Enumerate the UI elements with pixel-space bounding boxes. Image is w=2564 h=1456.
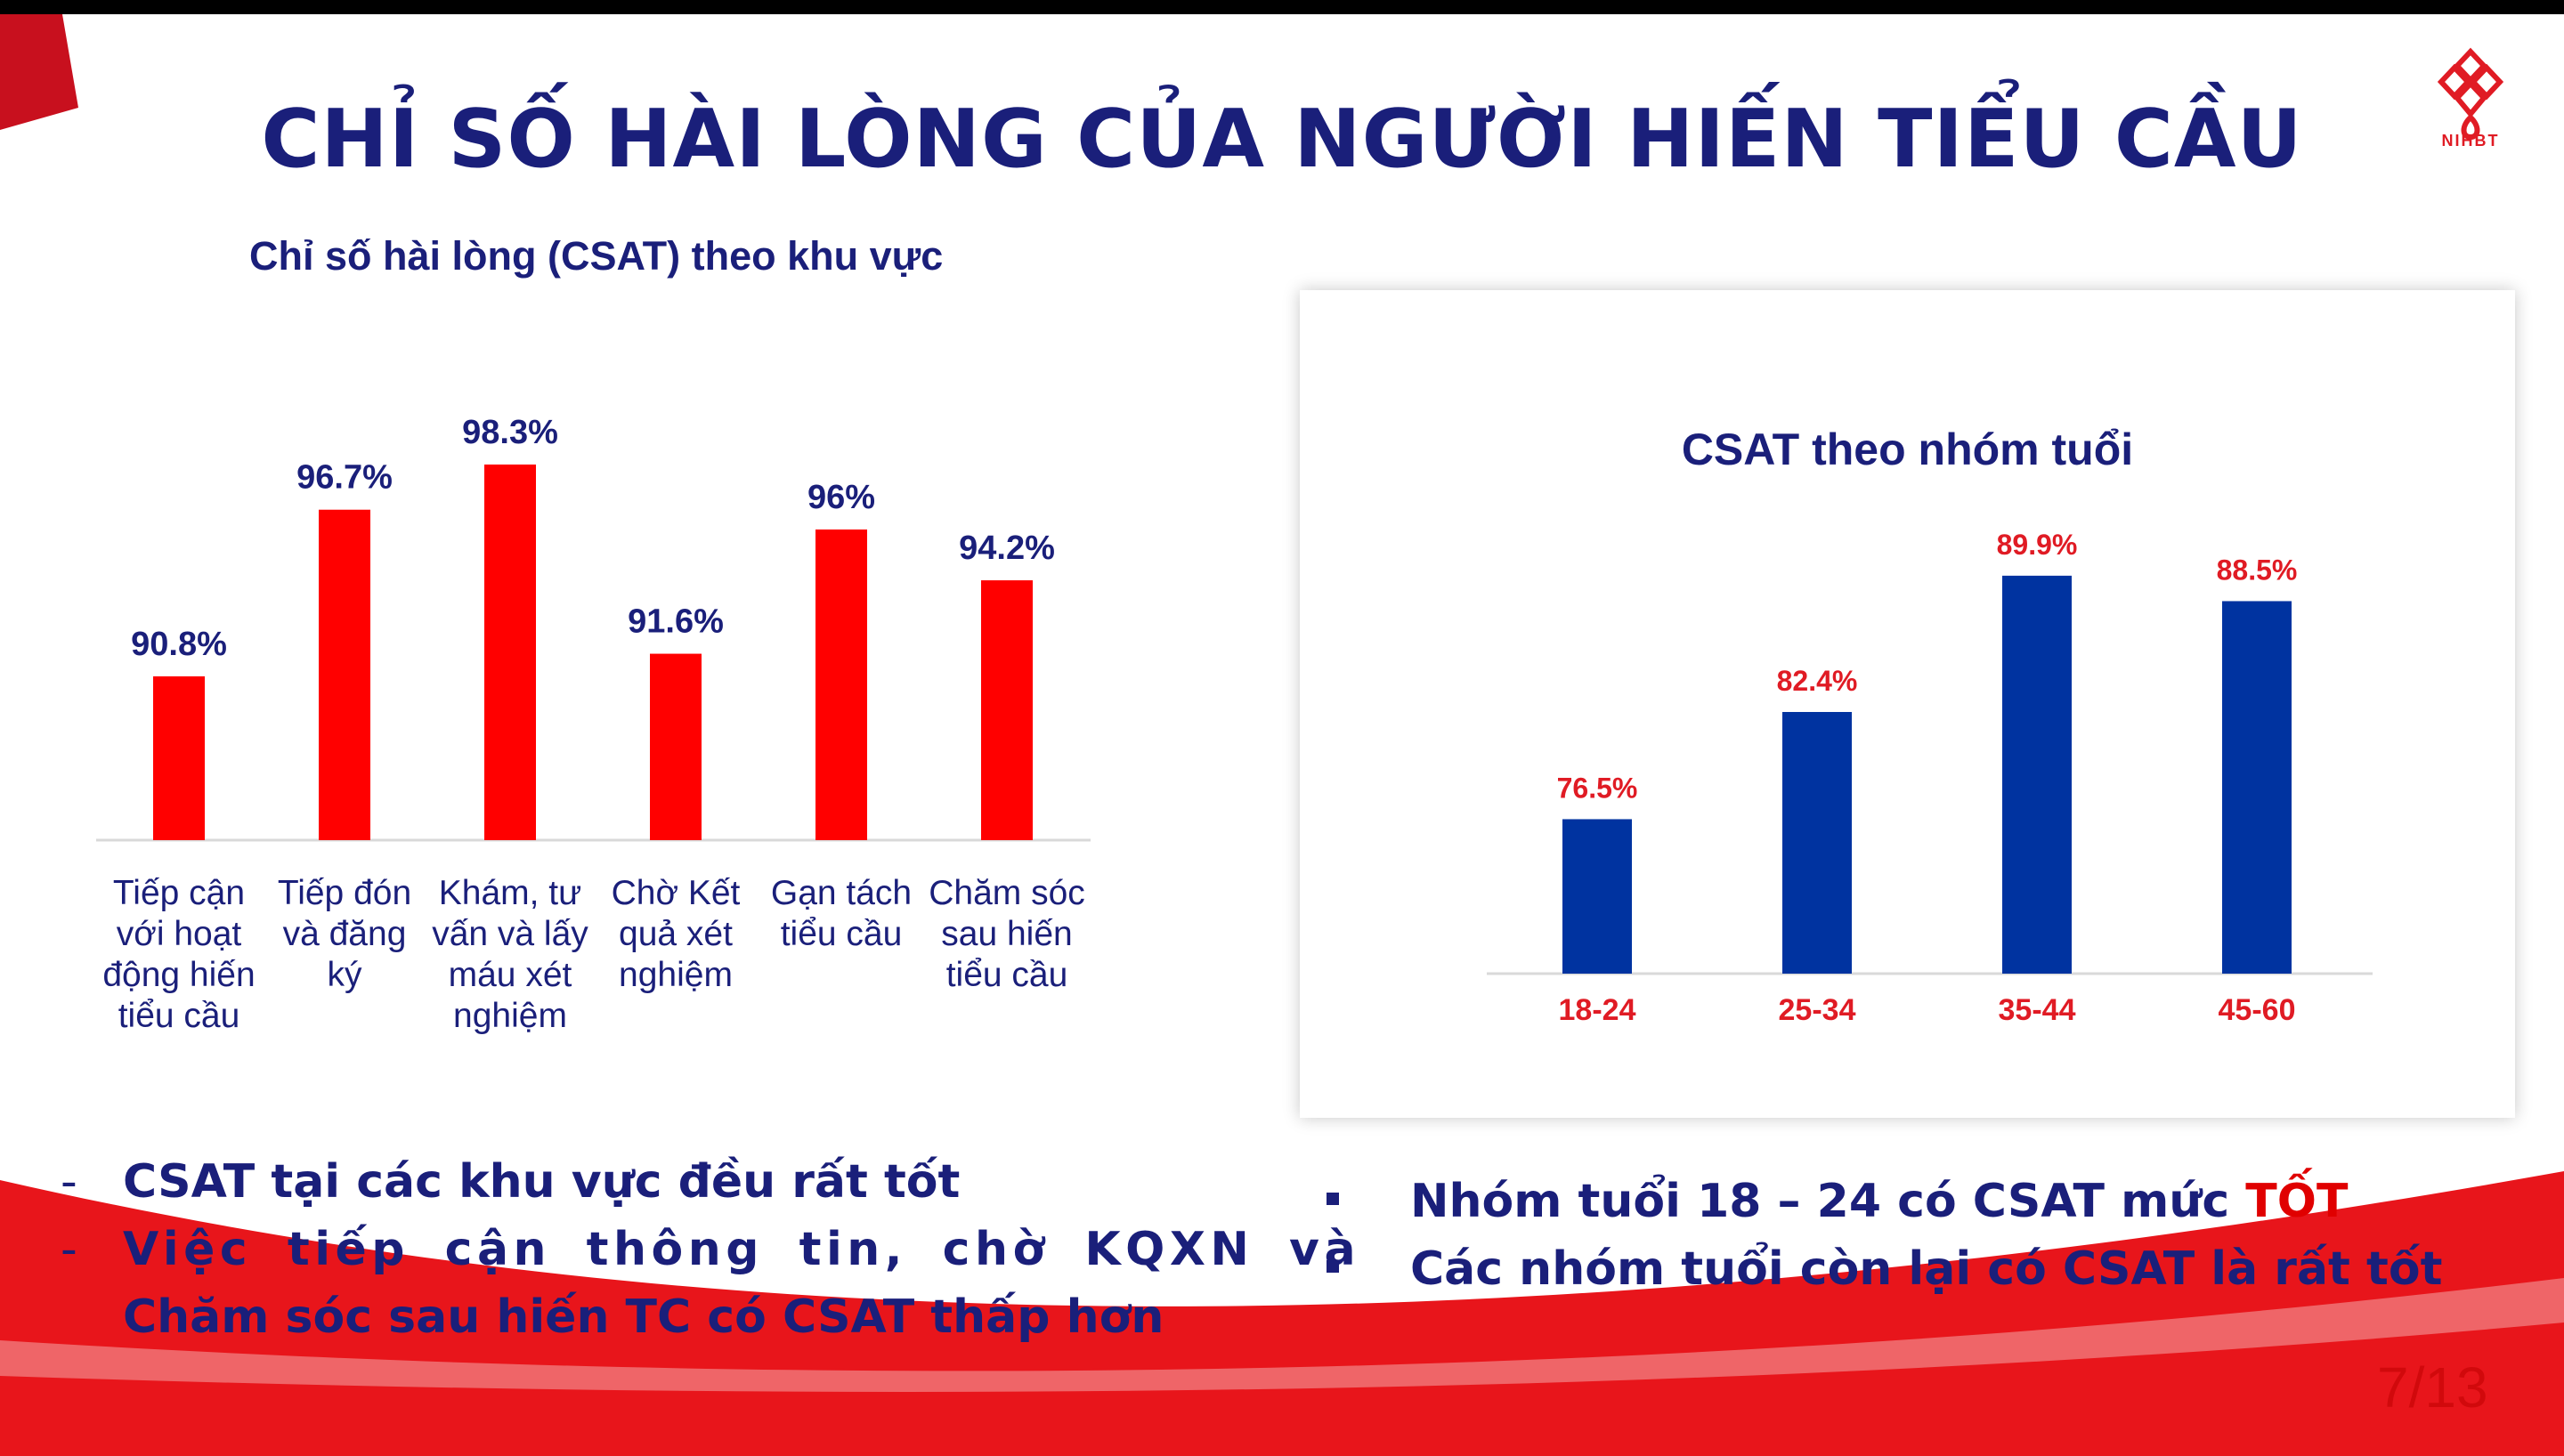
category-label: Khám, tư	[439, 874, 582, 912]
category-label: và đăng	[283, 915, 407, 953]
category-label: tiểu cầu	[781, 915, 903, 953]
left-bullet-1-text: CSAT tại các khu vực đều rất tốt	[123, 1155, 961, 1209]
logo-text: NIHBT	[2441, 132, 2500, 150]
category-label: nghiệm	[619, 956, 733, 994]
right-bullet-1-highlight: TỐT	[2245, 1175, 2349, 1228]
bar	[650, 653, 702, 840]
bar	[2222, 601, 2292, 974]
bar	[153, 675, 205, 840]
chart1-title: Chỉ số hài lòng (CSAT) theo khu vực	[249, 233, 944, 279]
category-label: tiểu cầu	[118, 997, 240, 1035]
corner-decoration	[0, 14, 78, 130]
chart2-title: CSAT theo nhóm tuổi	[1681, 425, 2134, 474]
category-label: với hoạt	[117, 915, 242, 953]
data-label: 89.9%	[1997, 529, 2078, 561]
category-label: máu xét	[449, 956, 572, 994]
category-label: ký	[328, 956, 363, 994]
bottom-wave-decoration	[0, 1171, 2564, 1456]
category-label: Tiếp đón	[278, 874, 411, 912]
category-label: 45-60	[2219, 993, 2296, 1027]
category-label: Gạn tách	[771, 874, 912, 912]
category-label: tiểu cầu	[946, 956, 1068, 994]
category-label: động hiến	[102, 956, 255, 994]
right-bullet-1: Nhóm tuổi 18 – 24 có CSAT mức TỐT	[1327, 1175, 2348, 1228]
data-label: 94.2%	[959, 530, 1055, 567]
left-bullet-2-line-2: Chăm sóc sau hiến TC có CSAT thấp hơn	[123, 1290, 1164, 1344]
bar	[319, 509, 370, 840]
slide-title: CHỈ SỐ HÀI LÒNG CỦA NGƯỜI HIẾN TIỂU CẦU	[261, 93, 2303, 186]
category-label: 35-44	[1999, 993, 2076, 1027]
data-label: 96.7%	[296, 459, 393, 497]
category-label: quả xét	[619, 915, 733, 953]
bar	[981, 580, 1033, 840]
right-bullet-1-text: Nhóm tuổi 18 – 24 có CSAT mức	[1410, 1175, 2246, 1228]
square-bullet-icon	[1327, 1260, 1339, 1273]
category-label: Chăm sóc	[929, 874, 1085, 912]
category-label: vấn và lấy	[432, 915, 588, 953]
data-label: 90.8%	[131, 626, 227, 663]
data-label: 88.5%	[2217, 554, 2298, 586]
category-label: nghiệm	[453, 997, 567, 1035]
category-label: 25-34	[1779, 993, 1856, 1027]
bar	[815, 529, 867, 840]
data-label: 91.6%	[628, 603, 724, 641]
left-bullet-2-line-1: Việc tiếp cận thông tin, chờ KQXN và	[123, 1223, 1361, 1276]
bar	[1782, 712, 1852, 974]
bar	[484, 464, 536, 840]
data-label: 76.5%	[1557, 772, 1638, 804]
right-bullet-2: Các nhóm tuổi còn lại có CSAT là rất tốt	[1327, 1242, 2442, 1296]
data-label: 98.3%	[462, 414, 558, 451]
square-bullet-icon	[1327, 1193, 1339, 1205]
category-label: Chờ Kết	[612, 874, 741, 912]
category-label: Tiếp cận	[113, 874, 245, 912]
slide: CHỈ SỐ HÀI LÒNG CỦA NGƯỜI HIẾN TIỂU CẦU …	[0, 14, 2564, 1456]
bar	[2002, 575, 2072, 974]
category-label: 18-24	[1559, 993, 1636, 1027]
data-label: 82.4%	[1777, 665, 1858, 697]
page-number: 7/13	[2377, 1355, 2488, 1420]
bar	[1562, 819, 1632, 974]
bullet-dash: -	[61, 1155, 77, 1209]
nihbt-logo-icon	[2437, 47, 2504, 141]
bullet-dash: -	[61, 1223, 77, 1276]
category-label: sau hiến	[941, 915, 1072, 953]
age-csat-chart: 76.5% 18-24 82.4% 25-34 89.9% 35-44 88.5% 45-60	[1487, 529, 2373, 1027]
data-label: 96%	[807, 479, 875, 516]
age-chart-panel: 76.5% 18-24 82.4% 25-34 89.9% 35-44 88.5% 45-60…	[1300, 290, 2515, 1118]
right-bullet-2-text: Các nhóm tuổi còn lại có CSAT là rất tốt	[1410, 1242, 2443, 1296]
